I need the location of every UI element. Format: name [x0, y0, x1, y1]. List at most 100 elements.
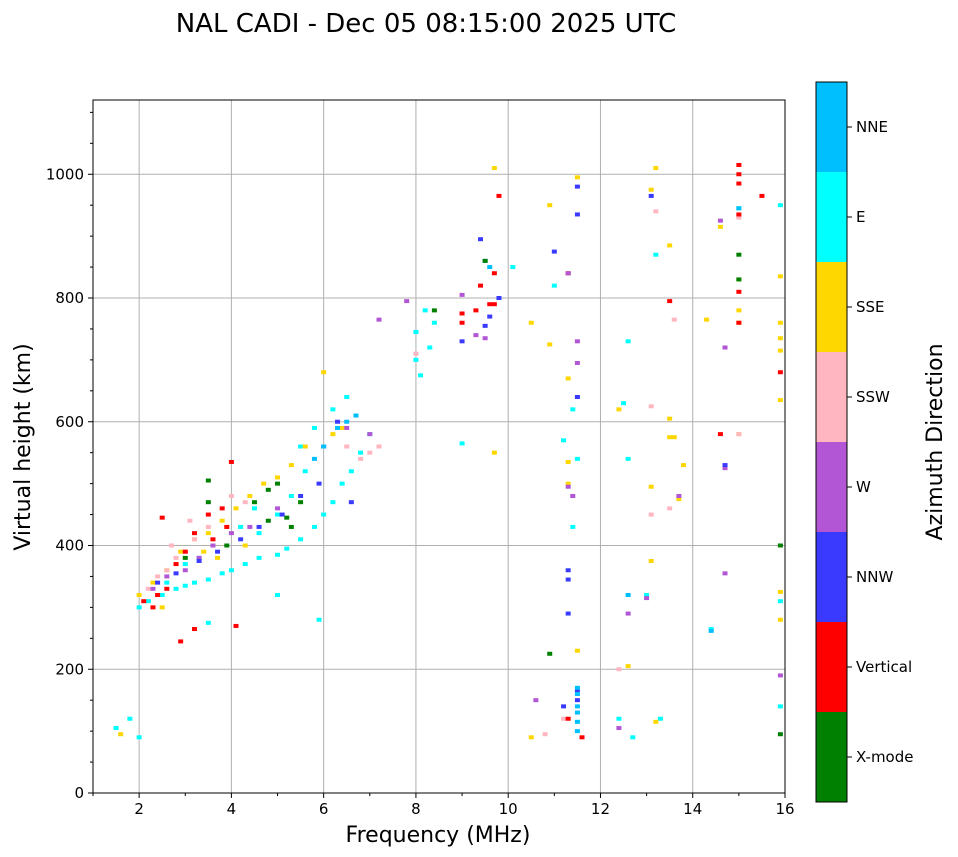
data-point: [478, 283, 484, 288]
data-point: [205, 478, 211, 483]
data-point: [722, 466, 728, 471]
data-point: [335, 425, 341, 430]
data-point: [233, 506, 239, 511]
colorbar-label: Azimuth Direction: [923, 343, 948, 540]
data-point: [459, 292, 465, 297]
data-point: [551, 249, 557, 254]
data-point: [667, 435, 673, 440]
x-tick-label: 6: [319, 800, 329, 818]
data-point: [777, 617, 783, 622]
data-point: [777, 348, 783, 353]
data-point: [736, 252, 742, 257]
data-point: [173, 555, 179, 560]
data-point: [145, 599, 151, 604]
data-point: [574, 710, 580, 715]
data-point: [736, 289, 742, 294]
data-point: [667, 243, 673, 248]
data-point: [653, 166, 659, 171]
data-point: [777, 203, 783, 208]
data-point: [570, 494, 576, 498]
colorbar-swatch-sse: [816, 262, 847, 352]
data-point: [191, 537, 197, 542]
data-point: [616, 726, 622, 731]
data-point: [676, 497, 682, 502]
data-point: [496, 193, 502, 198]
data-point: [547, 342, 553, 347]
data-point: [459, 320, 465, 325]
data-point: [625, 664, 631, 669]
data-point: [247, 524, 253, 529]
data-point: [150, 580, 156, 585]
data-point: [777, 336, 783, 341]
data-point: [205, 512, 211, 517]
data-point: [413, 330, 419, 335]
data-point: [496, 296, 502, 300]
data-point: [215, 555, 221, 560]
colorbar-swatch-e: [816, 172, 847, 262]
data-point: [616, 716, 622, 721]
data-point: [376, 444, 382, 449]
colorbar-swatch-nne: [816, 82, 847, 172]
data-point: [625, 456, 631, 461]
data-point: [574, 339, 580, 344]
data-point: [717, 218, 723, 223]
data-point: [335, 419, 341, 424]
data-point: [164, 586, 170, 591]
chart-title: NAL CADI - Dec 05 08:15:00 2025 UTC: [176, 9, 676, 39]
data-point: [358, 450, 364, 455]
data-point: [348, 469, 354, 474]
x-tick-label: 4: [227, 800, 237, 818]
data-point: [311, 456, 317, 461]
data-point: [579, 735, 585, 740]
series-vertical: [141, 162, 783, 740]
series-x-mode: [182, 252, 783, 737]
series-nnw: [155, 184, 728, 709]
data-point: [736, 206, 742, 211]
data-point: [667, 416, 673, 421]
x-axis-label: Frequency (MHz): [346, 823, 531, 848]
data-point: [717, 224, 723, 229]
x-tick-label: 2: [134, 800, 144, 818]
data-point: [482, 323, 488, 328]
data-point: [201, 549, 207, 554]
colorbar-tick-label: E: [856, 208, 865, 226]
data-point: [228, 568, 234, 573]
data-point: [459, 311, 465, 316]
data-point: [279, 512, 285, 517]
series-e: [113, 203, 783, 740]
colorbar-tick-label: SSE: [856, 298, 885, 316]
data-point: [376, 317, 382, 322]
data-points: [113, 162, 783, 740]
data-point: [491, 271, 497, 276]
data-point: [648, 484, 654, 489]
data-point: [574, 184, 580, 189]
data-point: [330, 500, 336, 505]
data-point: [288, 463, 294, 468]
data-point: [150, 605, 156, 610]
series-ssw: [145, 209, 742, 737]
data-point: [178, 639, 184, 644]
data-point: [242, 500, 248, 505]
series-sse: [118, 166, 783, 740]
data-point: [565, 611, 571, 616]
data-point: [736, 215, 742, 220]
data-point: [574, 692, 580, 696]
data-point: [565, 577, 571, 582]
x-tick-label: 8: [411, 800, 421, 818]
data-point: [777, 599, 783, 604]
data-point: [339, 425, 345, 430]
data-point: [275, 506, 281, 511]
data-point: [777, 704, 783, 709]
data-point: [574, 698, 580, 703]
data-point: [344, 419, 350, 424]
y-axis-label: Virtual height (km): [11, 343, 36, 550]
data-point: [565, 481, 571, 486]
data-point: [136, 605, 142, 610]
colorbar-swatch-w: [816, 442, 847, 532]
data-point: [487, 302, 493, 307]
data-point: [298, 444, 304, 449]
data-point: [155, 593, 161, 597]
data-point: [565, 484, 571, 489]
data-point: [704, 317, 710, 322]
data-point: [528, 735, 534, 740]
